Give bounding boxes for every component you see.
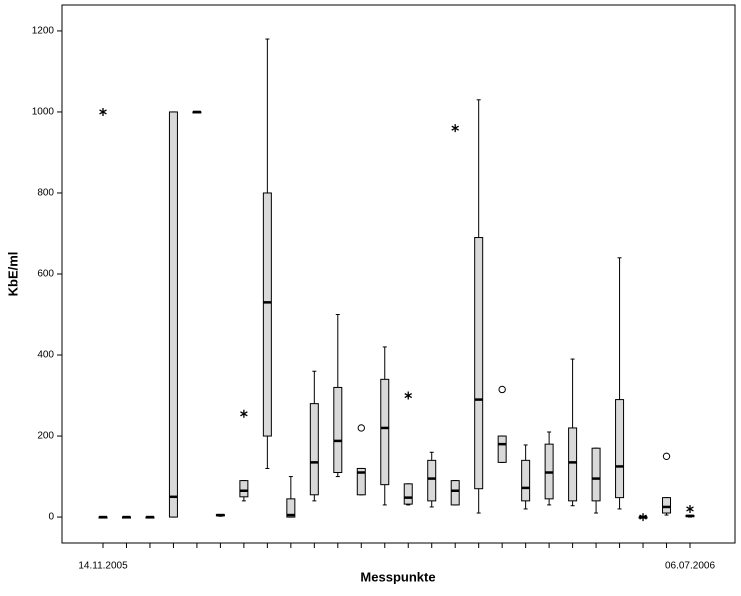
- extreme-point: [240, 409, 248, 418]
- x-tick-label: 06.07.2006: [665, 561, 715, 572]
- x-tick-label: 14.11.2005: [78, 561, 128, 572]
- box: [286, 498, 296, 518]
- outlier-point: [662, 452, 671, 461]
- outlier-point: [357, 424, 365, 432]
- y-tick-label: 600: [37, 269, 54, 280]
- extreme-point: [686, 504, 694, 513]
- box: [497, 435, 507, 463]
- box: [403, 483, 413, 505]
- box: [380, 378, 390, 486]
- y-tick-label: 1000: [32, 107, 55, 118]
- box: [662, 497, 672, 514]
- y-axis-title: KbE/ml: [5, 252, 20, 297]
- box: [450, 480, 460, 506]
- y-tick-label: 800: [37, 188, 54, 199]
- box: [168, 111, 178, 518]
- x-axis-title: Messpunkte: [360, 569, 435, 584]
- box: [356, 467, 366, 496]
- plot-area: [61, 4, 736, 544]
- extreme-point: [404, 391, 413, 400]
- box: [615, 399, 625, 499]
- y-tick-label: 1200: [32, 26, 55, 37]
- extreme-point: [451, 124, 459, 133]
- box: [591, 447, 601, 502]
- box: [427, 459, 437, 502]
- y-tick-label: 0: [48, 512, 54, 523]
- extreme-point: [639, 513, 647, 522]
- box: [521, 459, 531, 502]
- box: [333, 386, 343, 474]
- extreme-point: [99, 107, 107, 116]
- y-tick-label: 200: [37, 431, 54, 442]
- outlier-point: [498, 385, 506, 394]
- box: [568, 427, 578, 502]
- box: [239, 480, 249, 498]
- y-tick-label: 400: [37, 350, 54, 361]
- box: [309, 403, 319, 496]
- box: [262, 192, 272, 437]
- box: [474, 237, 484, 490]
